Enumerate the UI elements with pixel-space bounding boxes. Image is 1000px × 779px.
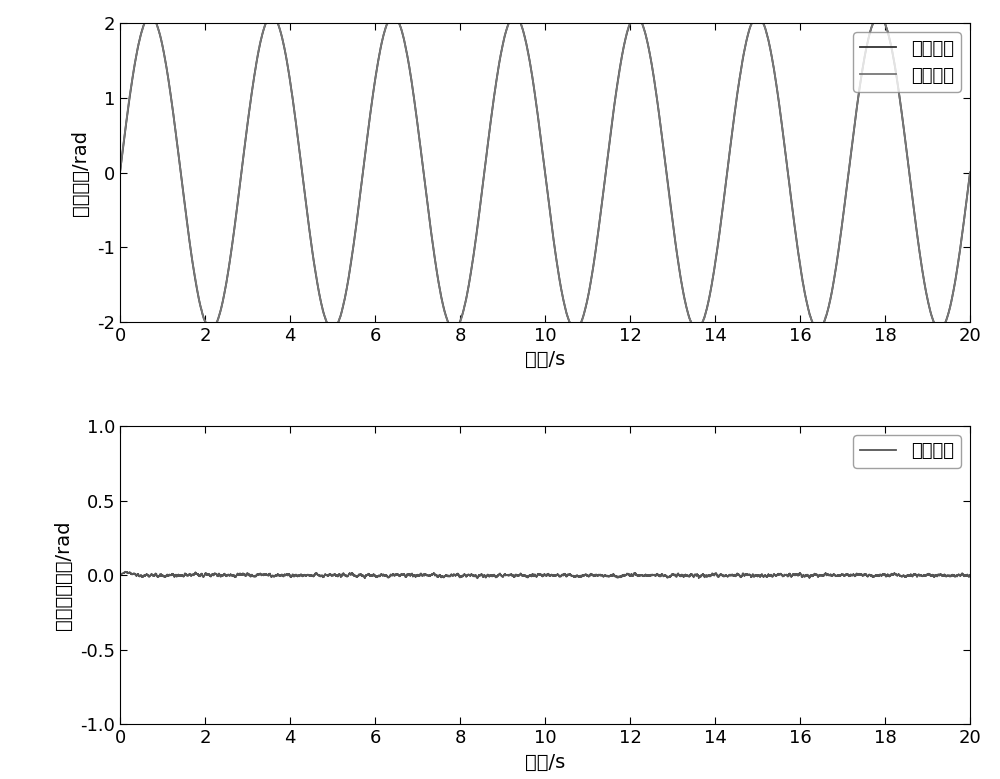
实际轨迹	[281, 55, 293, 64]
X-axis label: 时间/s: 时间/s	[525, 753, 565, 772]
期望轨迹	[165, 91, 177, 100]
轨迹误差	[118, 568, 130, 577]
Y-axis label: 位置轨迹/rad: 位置轨迹/rad	[71, 129, 90, 216]
实际轨迹	[149, 16, 161, 25]
实际轨迹	[964, 167, 976, 177]
Line: 轨迹误差: 轨迹误差	[120, 572, 970, 578]
轨迹误差	[114, 571, 126, 580]
实际轨迹	[114, 167, 126, 177]
Y-axis label: 位置跟踪误差/rad: 位置跟踪误差/rad	[54, 520, 73, 630]
轨迹误差	[119, 567, 131, 576]
期望轨迹	[691, 325, 703, 334]
实际轨迹	[629, 10, 641, 19]
Line: 实际轨迹: 实际轨迹	[120, 15, 970, 330]
实际轨迹	[812, 326, 824, 335]
轨迹误差	[165, 571, 177, 580]
期望轨迹	[118, 137, 130, 146]
轨迹误差	[919, 571, 931, 580]
实际轨迹	[530, 94, 542, 104]
Line: 期望轨迹: 期望轨迹	[120, 16, 970, 330]
轨迹误差	[471, 573, 483, 583]
实际轨迹	[118, 136, 130, 145]
期望轨迹	[919, 282, 931, 291]
Legend: 轨迹误差: 轨迹误差	[853, 435, 961, 467]
实际轨迹	[919, 282, 931, 291]
轨迹误差	[149, 569, 161, 579]
轨迹误差	[281, 569, 293, 579]
Legend: 期望轨迹, 实际轨迹: 期望轨迹, 实际轨迹	[853, 33, 961, 92]
实际轨迹	[165, 91, 177, 100]
期望轨迹	[281, 55, 293, 65]
期望轨迹	[964, 167, 976, 177]
轨迹误差	[530, 571, 542, 580]
期望轨迹	[114, 167, 126, 177]
轨迹误差	[964, 570, 976, 580]
期望轨迹	[530, 95, 542, 104]
X-axis label: 时间/s: 时间/s	[525, 350, 565, 369]
期望轨迹	[149, 16, 161, 26]
期望轨迹	[387, 11, 399, 20]
